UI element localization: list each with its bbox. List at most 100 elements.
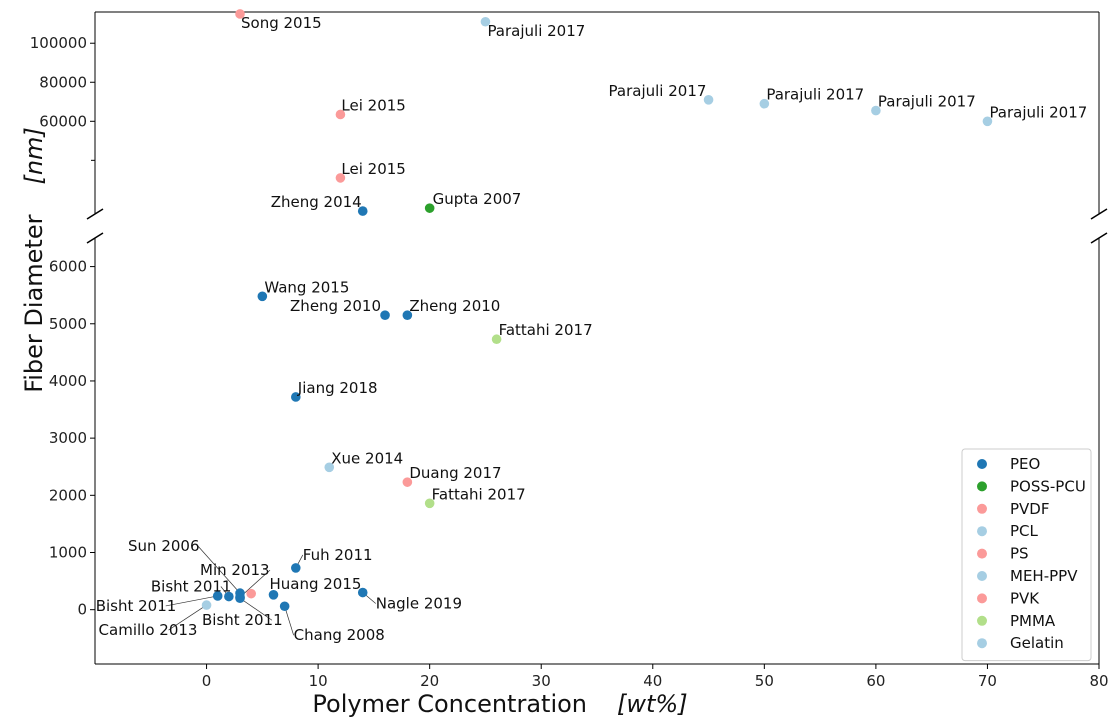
legend-label: PMMA xyxy=(1010,612,1056,630)
x-axis-title: Polymer Concentration [wt%] xyxy=(312,690,687,718)
data-point xyxy=(291,392,301,402)
point-label: Sun 2006 xyxy=(128,537,199,555)
point-label: Xue 2014 xyxy=(331,449,403,467)
point-label: Bisht 2011 xyxy=(151,578,232,596)
data-point xyxy=(424,203,435,213)
data-point xyxy=(982,116,993,127)
y-tick-label: 6000 xyxy=(49,258,87,276)
y-tick-label: 3000 xyxy=(49,429,87,447)
data-point xyxy=(402,310,413,320)
legend-label: PVK xyxy=(1010,589,1040,607)
data-point xyxy=(246,588,256,599)
axis-break-mark xyxy=(1090,208,1108,220)
point-label: Parajuli 2017 xyxy=(766,86,864,104)
legend-marker xyxy=(977,503,987,514)
point-label: Song 2015 xyxy=(241,14,322,32)
y-axis-label: Fiber Diameter xyxy=(20,214,48,392)
y-tick-label: 80000 xyxy=(39,73,87,91)
point-label: Lei 2015 xyxy=(341,160,405,178)
x-tick-label: 40 xyxy=(643,672,662,690)
data-point xyxy=(380,310,390,320)
data-point xyxy=(703,95,714,105)
legend-marker xyxy=(977,459,987,469)
axis-break-mark xyxy=(1090,232,1108,244)
x-tick-label: 70 xyxy=(978,672,997,690)
x-axis-unit: [wt%] xyxy=(617,690,688,718)
point-label: Wang 2015 xyxy=(264,278,349,296)
point-label: Zheng 2014 xyxy=(271,193,362,211)
point-label: Parajuli 2017 xyxy=(989,103,1087,121)
point-label: Parajuli 2017 xyxy=(609,82,707,100)
axis-break-mark xyxy=(86,232,104,244)
x-tick-label: 10 xyxy=(309,672,328,690)
point-label: Fattahi 2017 xyxy=(432,485,526,503)
point-label: Fuh 2011 xyxy=(303,546,373,564)
legend-label: PCL xyxy=(1010,522,1039,540)
x-tick-label: 30 xyxy=(532,672,551,690)
data-point xyxy=(324,462,335,473)
annotation-leader-line xyxy=(168,604,207,631)
legend-label: Gelatin xyxy=(1010,634,1064,652)
point-label: Zheng 2010 xyxy=(409,297,500,315)
data-point xyxy=(402,477,413,487)
point-label: Nagle 2019 xyxy=(376,595,462,613)
data-point xyxy=(235,9,245,19)
y-tick-label: 1000 xyxy=(49,543,87,561)
legend-marker xyxy=(977,526,987,537)
annotation-leader-line xyxy=(239,597,273,621)
axis-break-mark xyxy=(86,208,104,220)
data-point xyxy=(871,105,881,116)
point-label: Duang 2017 xyxy=(409,464,501,482)
legend-label: PS xyxy=(1010,545,1029,563)
legend-label: MEH-PPV xyxy=(1010,567,1078,585)
legend-box xyxy=(961,448,1092,662)
data-point xyxy=(279,601,290,612)
legend-marker xyxy=(977,638,987,649)
y-tick-label: 60000 xyxy=(39,112,87,130)
point-label: Camillo 2013 xyxy=(99,621,198,639)
point-label: Zheng 2010 xyxy=(290,297,381,315)
data-point xyxy=(291,563,301,573)
point-label: Bisht 2011 xyxy=(96,597,177,615)
data-points xyxy=(201,9,993,612)
data-point xyxy=(201,600,212,610)
y-tick-label: 4000 xyxy=(49,372,87,390)
x-tick-label: 80 xyxy=(1089,672,1108,690)
point-label: Gupta 2007 xyxy=(433,190,522,208)
legend-label: PEO xyxy=(1010,455,1040,473)
annotation-leader-line xyxy=(239,569,271,598)
point-label: Jiang 2018 xyxy=(297,379,378,397)
data-point xyxy=(257,291,268,302)
axes-layer: 0 10 20 30 40 50 60 70 80 60000 80000 100000 0 1000 20… xyxy=(30,11,1109,690)
x-tick-label: 60 xyxy=(866,672,885,690)
data-point xyxy=(212,591,223,601)
point-label: Bisht 2011 xyxy=(202,611,283,629)
annotation-leader-line xyxy=(165,595,218,607)
legend-marker xyxy=(977,615,987,626)
x-tick-label: 20 xyxy=(420,672,439,690)
legend-marker xyxy=(977,571,987,581)
x-axis-label: Polymer Concentration xyxy=(312,690,587,718)
point-label: Min 2013 xyxy=(200,561,270,579)
data-point xyxy=(357,206,368,216)
data-point xyxy=(268,590,279,600)
data-point xyxy=(235,593,245,604)
legend-label: PVDF xyxy=(1010,500,1050,518)
data-point xyxy=(335,109,346,120)
legend-label: POSS-PCU xyxy=(1010,477,1086,495)
y-tick-label: 100000 xyxy=(30,34,87,52)
point-label: Huang 2015 xyxy=(269,575,361,593)
legend: PEO POSS-PCU PVDF PCL PS MEH-PPV PVK PMMA Gelati… xyxy=(961,448,1092,662)
annotation-leader-line xyxy=(197,545,241,594)
point-label: Lei 2015 xyxy=(341,96,405,114)
y-axis-unit: [nm] xyxy=(20,127,48,184)
data-point xyxy=(357,587,368,598)
legend-marker xyxy=(977,593,987,604)
data-point xyxy=(424,498,435,509)
axis-titles: Polymer Concentration [wt%] Fiber Diameter… xyxy=(20,127,688,718)
data-point xyxy=(335,173,346,183)
y-tick-label: 5000 xyxy=(49,315,87,333)
data-point xyxy=(759,98,770,109)
